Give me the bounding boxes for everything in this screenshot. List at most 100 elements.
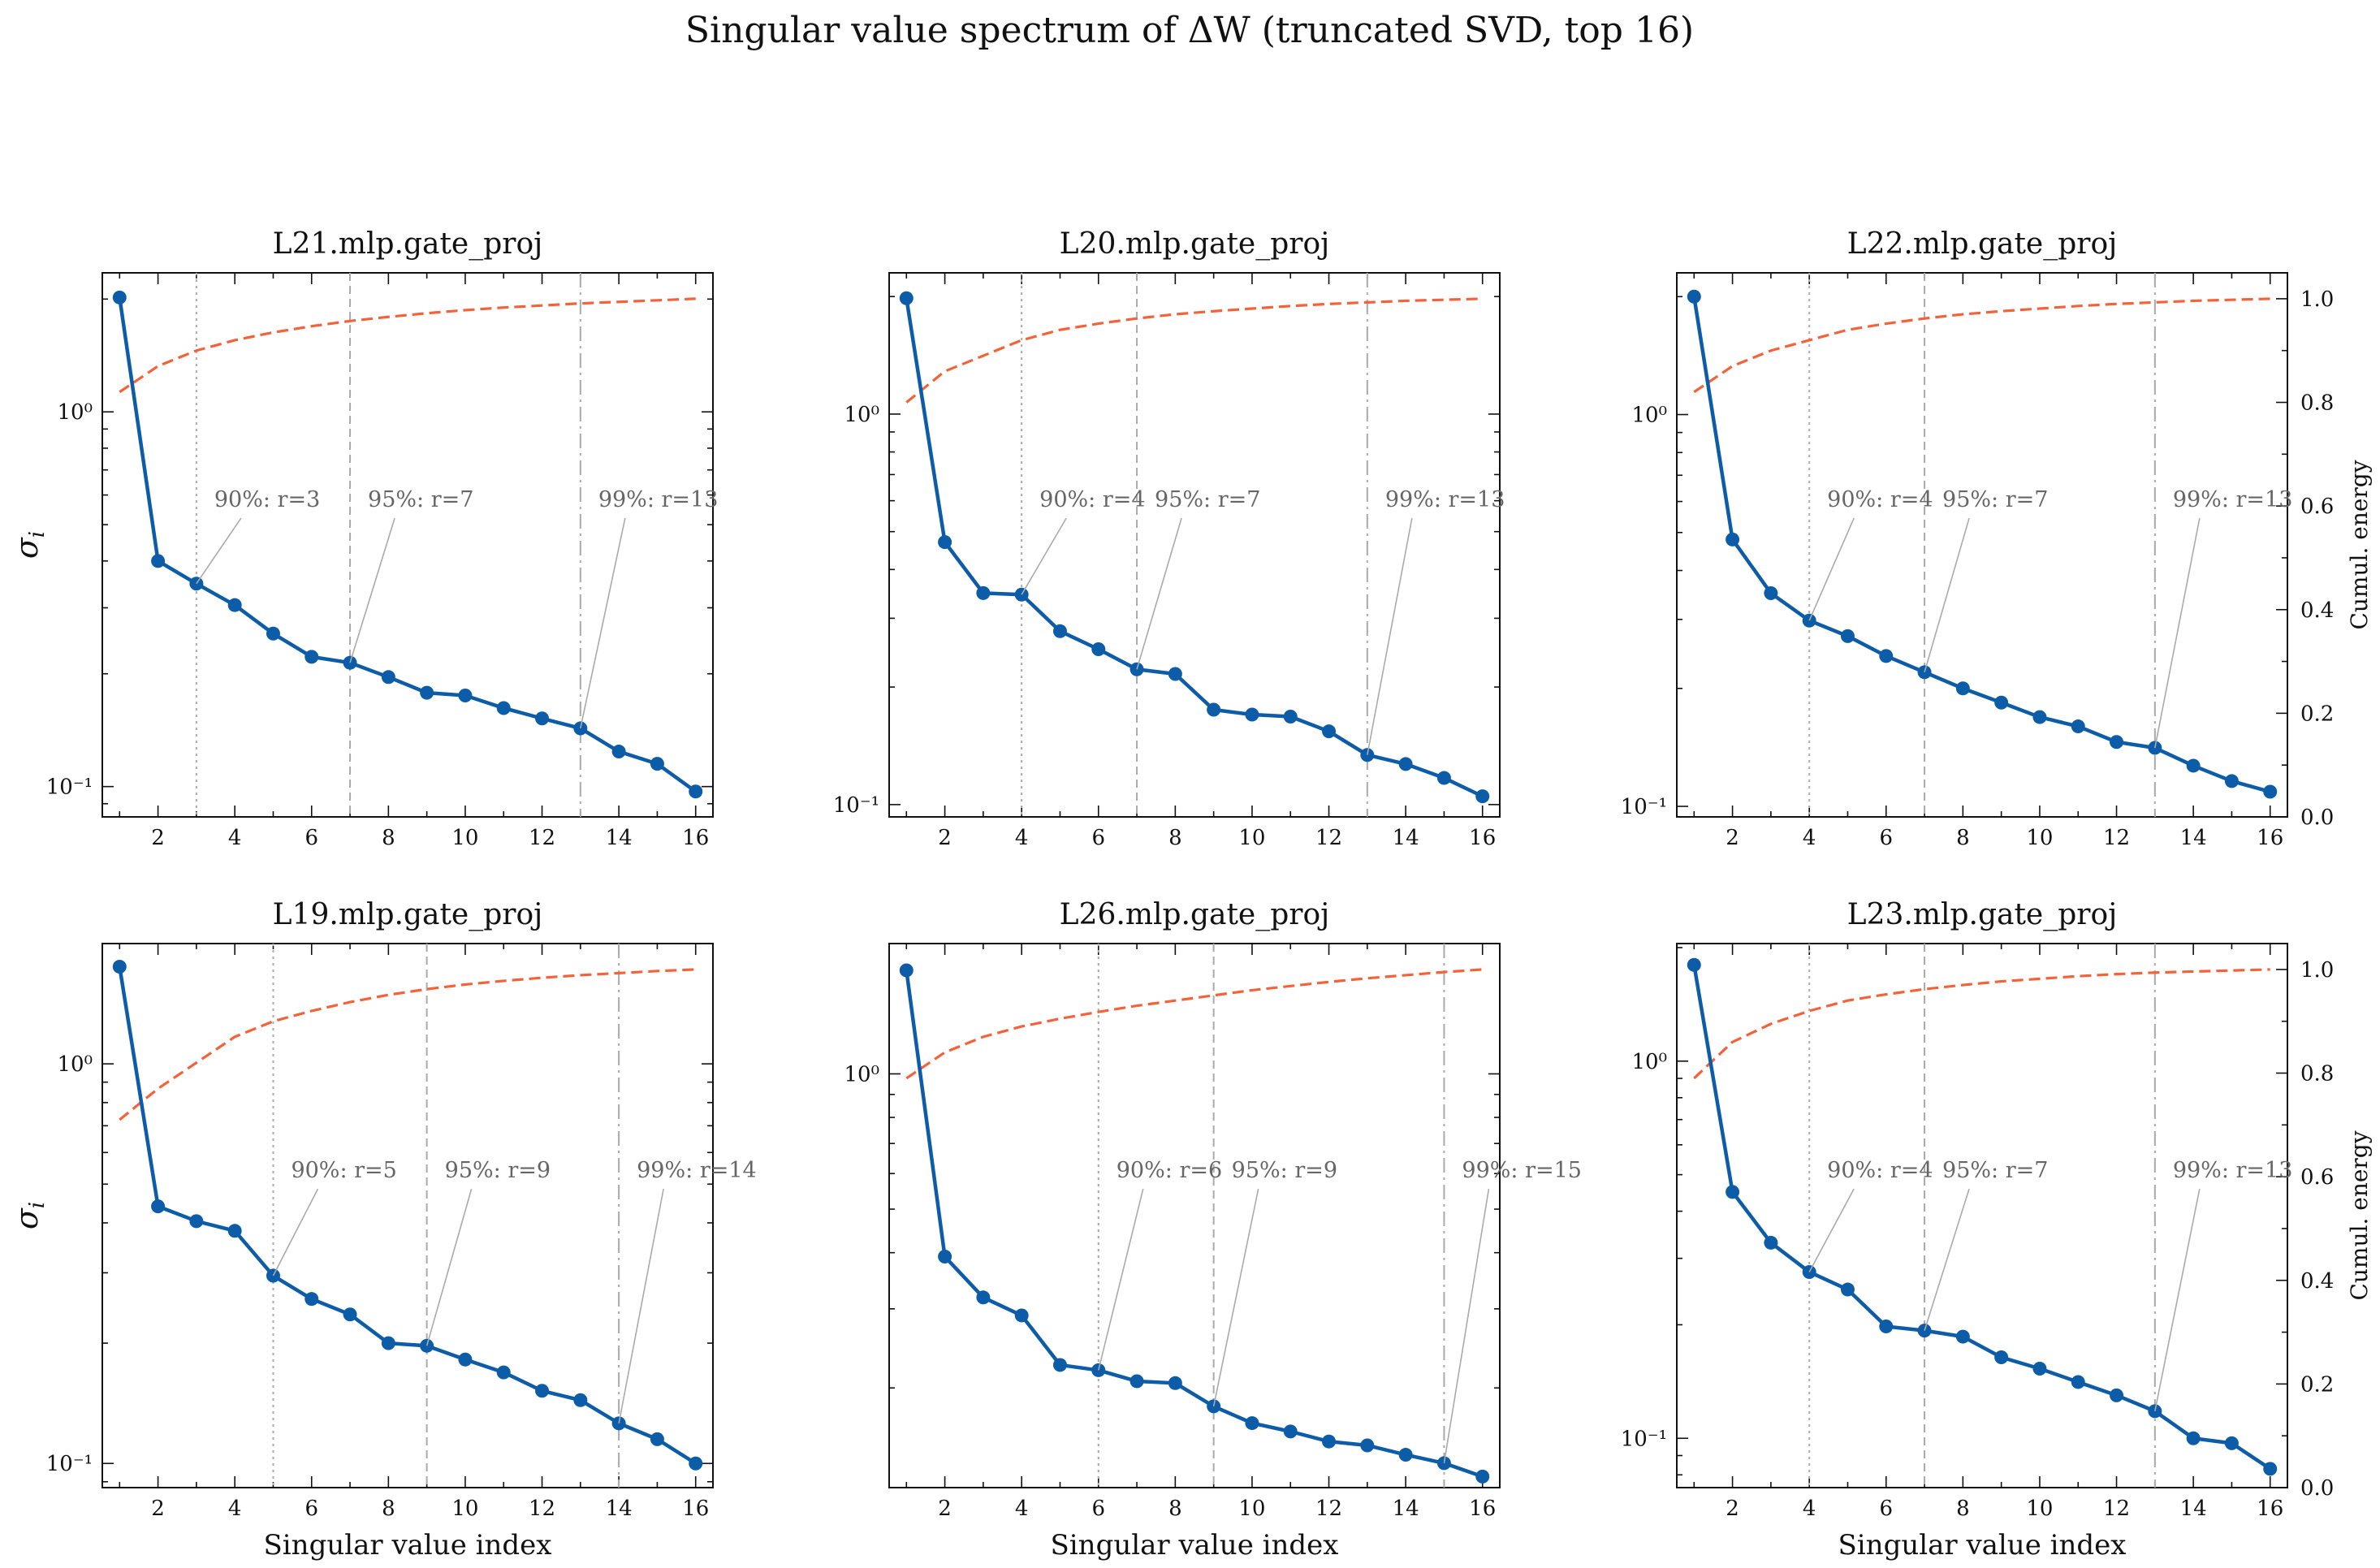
panel-3: L19.mlp.gate_proj 2 4 6 8 10 12 14 16 10⁻¹ 10⁰ 90%:… [9, 898, 757, 1562]
sigma-point [496, 1365, 511, 1380]
x-tick-label: 14 [606, 826, 633, 850]
x-tick-label: 2 [938, 826, 952, 850]
sigma-point [1014, 1308, 1029, 1323]
x-tick-label: 14 [1393, 826, 1419, 850]
y-tick-label: 10⁰ [1631, 1050, 1667, 1074]
x-tick-label: 4 [228, 826, 242, 850]
x-tick-label: 12 [2103, 826, 2130, 850]
x-tick-label: 10 [2026, 1497, 2053, 1521]
y2-tick-label: 0.4 [2300, 598, 2334, 623]
y2-tick-label: 0.6 [2300, 495, 2334, 519]
x-tick-label: 10 [1238, 1497, 1265, 1521]
sigma-point [112, 290, 127, 305]
sigma-point [1130, 1374, 1144, 1389]
sigma-point [535, 1384, 550, 1398]
annotation-leader [1443, 1188, 1490, 1464]
y2-tick-label: 0.8 [2300, 1062, 2334, 1086]
annotation-label: 90%: r=5 [291, 1158, 396, 1183]
x-tick-label: 12 [2103, 1497, 2130, 1521]
sigma-point [689, 784, 703, 799]
sigma-point [1360, 1438, 1375, 1453]
x-tick-label: 16 [1469, 826, 1496, 850]
axes-frame [102, 943, 714, 1488]
panel-title: L20.mlp.gate_proj [1060, 227, 1330, 261]
sigma-point [650, 1432, 664, 1446]
sigma-point [689, 1456, 703, 1471]
sigma-line [905, 297, 1484, 798]
sigma-point [1091, 641, 1106, 656]
x-tick-label: 2 [938, 1497, 952, 1521]
sigma-point [458, 689, 473, 703]
sigma-point [2186, 1431, 2201, 1445]
x-axis-label: Singular value index [1838, 1529, 2127, 1562]
annotation-label: 99%: r=13 [2173, 487, 2293, 512]
x-tick-label: 4 [228, 1497, 242, 1521]
y-tick-label: 10⁻¹ [1621, 1427, 1667, 1451]
y-axis-label: σi [9, 1202, 50, 1229]
annotation-leader [1808, 517, 1855, 621]
x-tick-label: 6 [305, 1497, 318, 1521]
sigma-point [1726, 532, 1740, 546]
sigma-point [1283, 709, 1298, 724]
sigma-point [1436, 771, 1451, 785]
x-tick-label: 16 [682, 826, 709, 850]
annotation-label: 95%: r=7 [1155, 487, 1260, 512]
annotation-leader [1212, 1188, 1259, 1407]
sigma-point [496, 701, 511, 715]
y-axis-label: σi [9, 531, 50, 559]
panel-title: L22.mlp.gate_proj [1847, 227, 2118, 261]
x-tick-label: 4 [1803, 826, 1816, 850]
sigma-point [2032, 1361, 2047, 1376]
panel-title: L23.mlp.gate_proj [1847, 898, 2118, 931]
y2-tick-label: 0.0 [2300, 806, 2334, 830]
sigma-point [381, 670, 395, 685]
axes-frame [888, 272, 1501, 818]
sigma-line [1692, 964, 2271, 1471]
x-tick-label: 12 [529, 1497, 555, 1521]
annotation-label: 99%: r=14 [637, 1158, 757, 1183]
annotation-leader [349, 517, 395, 663]
annotation-label: 90%: r=4 [1827, 1158, 1933, 1183]
sigma-point [1475, 789, 1490, 804]
sigma-point [305, 650, 319, 664]
y2-axis-label: Cumul. energy [2346, 1130, 2373, 1300]
sigma-point [2110, 1388, 2124, 1402]
sigma-point [458, 1352, 473, 1367]
sigma-point [189, 1214, 204, 1229]
sigma-point [976, 1290, 991, 1305]
annotation-leader [425, 1188, 473, 1346]
sigma-point [151, 554, 166, 568]
sigma-point [1168, 1376, 1182, 1390]
annotation-label: 90%: r=6 [1117, 1158, 1222, 1183]
x-tick-label: 16 [682, 1497, 709, 1521]
sigma-point [2263, 784, 2278, 799]
sigma-point [938, 1250, 952, 1264]
sigma-point [1840, 1282, 1855, 1297]
sigma-point [2224, 1436, 2239, 1450]
sigma-point [420, 685, 434, 700]
annotation-label: 95%: r=7 [368, 487, 473, 512]
sigma-point [1322, 1434, 1337, 1449]
x-tick-label: 2 [1726, 826, 1739, 850]
sigma-line [118, 966, 697, 1466]
x-tick-label: 8 [382, 1497, 395, 1521]
cumulative-energy-line [1693, 968, 2270, 1080]
x-tick-label: 12 [529, 826, 555, 850]
y-tick-label: 10⁻¹ [833, 793, 879, 818]
annotation-leader [618, 1188, 664, 1423]
y-tick-label: 10⁰ [844, 403, 879, 427]
y2-tick-label: 0.8 [2300, 391, 2334, 416]
sigma-point [899, 963, 914, 978]
x-tick-label: 10 [1238, 826, 1265, 850]
sigma-point [938, 535, 952, 550]
annotation-label: 95%: r=9 [1232, 1158, 1337, 1183]
annotation-leader [2154, 1188, 2201, 1412]
sigma-point [1840, 628, 1855, 643]
sigma-point [1207, 702, 1221, 717]
annotation-label: 99%: r=13 [1385, 487, 1505, 512]
sigma-point [1726, 1185, 1740, 1199]
sigma-point [611, 745, 626, 759]
y-axis-label-base: σ [9, 1207, 45, 1229]
sigma-point [1764, 1235, 1778, 1250]
